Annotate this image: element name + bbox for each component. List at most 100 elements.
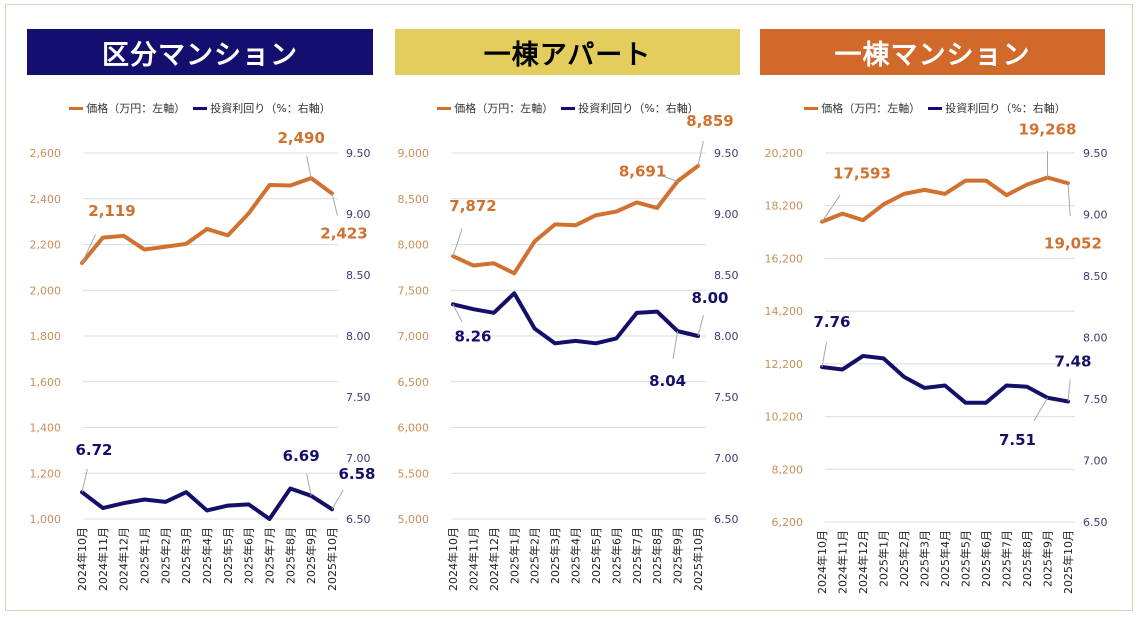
x-tick-label: 2024年12月	[117, 527, 131, 591]
right-tick-label: 7.00	[714, 452, 739, 465]
legend-price: 価格（万円：左軸）	[69, 100, 185, 116]
x-tick-label: 2025年5月	[221, 527, 235, 584]
x-tick-label: 2025年8月	[283, 527, 297, 584]
x-tick-label: 2025年7月	[1000, 530, 1014, 587]
data-label: 7,872	[449, 197, 496, 215]
x-tick-label: 2025年10月	[1061, 530, 1075, 594]
left-tick-label: 5,500	[398, 467, 430, 480]
x-tick-label: 2024年11月	[466, 527, 480, 591]
left-tick-label: 9,000	[398, 147, 430, 160]
data-label: 7.48	[1054, 352, 1091, 370]
left-tick-label: 2,000	[30, 284, 62, 297]
x-tick-label: 2025年3月	[179, 527, 193, 584]
x-tick-label: 2025年1月	[877, 530, 891, 587]
right-tick-label: 7.50	[346, 391, 371, 404]
legend-yield-label: 投資利回り（%：右軸）	[210, 102, 331, 115]
legend-yield-swatch	[928, 106, 943, 110]
left-tick-label: 6,500	[398, 376, 430, 389]
right-tick-label: 8.50	[714, 269, 739, 282]
right-tick-label: 7.50	[1083, 393, 1108, 406]
right-tick-label: 9.00	[714, 208, 739, 221]
left-tick-label: 2,400	[30, 193, 62, 206]
title-ittou-mansion: 一棟マンション	[760, 29, 1105, 75]
chart-legend: 価格（万円：左軸） 投資利回り（%：右軸）	[388, 100, 748, 116]
data-label: 6.58	[338, 465, 375, 483]
x-tick-label: 2025年3月	[918, 530, 932, 587]
chart-ittou-mansion: 価格（万円：左軸） 投資利回り（%：右軸） 6,200 8,200 10,200 12…	[755, 92, 1115, 607]
chart-legend: 価格（万円：左軸） 投資利回り（%：右軸）	[20, 100, 380, 116]
x-tick-label: 2025年4月	[938, 530, 952, 587]
legend-price-swatch	[69, 106, 84, 110]
data-label-leader	[81, 234, 96, 264]
data-label: 8.04	[649, 372, 686, 390]
x-tick-label: 2024年11月	[96, 527, 110, 591]
x-tick-label: 2025年6月	[242, 527, 256, 584]
x-tick-label: 2025年5月	[589, 527, 603, 584]
data-label-leader	[661, 175, 678, 182]
right-tick-label: 7.00	[1083, 455, 1108, 468]
data-label-leader	[672, 331, 679, 359]
data-label-leader	[331, 489, 344, 510]
data-label-leader	[1067, 379, 1071, 402]
legend-yield: 投資利回り（%：右軸）	[928, 100, 1066, 116]
legend-yield: 投資利回り（%：右軸）	[561, 100, 699, 116]
legend-yield-swatch	[561, 106, 576, 110]
x-tick-label: 2025年10月	[325, 527, 339, 591]
legend-yield-swatch	[193, 106, 208, 110]
left-tick-label: 8,500	[398, 193, 430, 206]
x-tick-label: 2025年4月	[569, 527, 583, 584]
right-tick-label: 9.00	[1083, 209, 1108, 222]
data-label-leader	[452, 228, 463, 257]
data-label-leader	[452, 304, 463, 323]
x-tick-label: 2025年9月	[671, 527, 685, 584]
title-kubun-mansion: 区分マンション	[27, 29, 373, 75]
left-tick-label: 20,200	[765, 147, 804, 160]
chart-legend: 価格（万円：左軸） 投資利回り（%：右軸）	[755, 100, 1115, 116]
data-label-leader	[1067, 183, 1071, 217]
data-label: 8,859	[686, 112, 733, 130]
chart-kubun-mansion: 価格（万円：左軸） 投資利回り（%：右軸） 1,000 1,200 1,400 1,6…	[20, 92, 380, 607]
x-tick-label: 2025年6月	[609, 527, 623, 584]
data-label: 2,423	[320, 224, 367, 242]
x-tick-label: 2025年10月	[691, 527, 705, 591]
left-tick-label: 16,200	[765, 252, 804, 265]
x-tick-label: 2025年4月	[200, 527, 214, 584]
data-label: 17,593	[833, 165, 891, 183]
data-label: 6.72	[75, 441, 112, 459]
x-tick-label: 2024年12月	[856, 530, 870, 594]
legend-price-label: 価格（万円：左軸）	[821, 102, 921, 115]
x-tick-label: 2025年7月	[630, 527, 644, 584]
data-label: 2,490	[277, 129, 324, 147]
legend-yield-label: 投資利回り（%：右軸）	[945, 102, 1066, 115]
x-tick-label: 2024年10月	[815, 530, 829, 594]
right-tick-label: 8.00	[1083, 332, 1108, 345]
chart-svg: 6,200 8,200 10,200 12,200 14,200 16,200 18,200…	[765, 121, 1108, 594]
data-label: 2,119	[88, 202, 135, 220]
x-tick-label: 2025年2月	[528, 527, 542, 584]
data-label: 8.26	[454, 327, 491, 345]
legend-yield-label: 投資利回り（%：右軸）	[578, 102, 699, 115]
legend-price-label: 価格（万円：左軸）	[454, 102, 554, 115]
slide-frame	[5, 4, 1133, 611]
right-tick-label: 8.50	[1083, 270, 1108, 283]
right-tick-label: 8.00	[346, 330, 371, 343]
x-tick-label: 2025年6月	[979, 530, 993, 587]
x-tick-label: 2025年8月	[650, 527, 664, 584]
data-label: 7.76	[813, 313, 850, 331]
x-tick-label: 2025年2月	[158, 527, 172, 584]
left-tick-label: 1,800	[30, 330, 62, 343]
data-label-leader	[331, 193, 338, 216]
data-label: 8.00	[691, 289, 728, 307]
left-tick-label: 7,000	[398, 330, 430, 343]
chart-svg: 1,000 1,200 1,400 1,600 1,800 2,000 2,200 2,400…	[30, 129, 376, 591]
x-tick-label: 2025年2月	[897, 530, 911, 587]
price-line	[820, 175, 1070, 224]
right-tick-label: 7.50	[714, 391, 739, 404]
right-tick-label: 7.00	[346, 452, 371, 465]
right-tick-label: 6.50	[1083, 516, 1108, 529]
x-tick-label: 2025年7月	[263, 527, 277, 584]
legend-price: 価格（万円：左軸）	[804, 100, 920, 116]
x-tick-label: 2025年3月	[548, 527, 562, 584]
x-tick-label: 2025年5月	[959, 530, 973, 587]
data-label-leader	[821, 342, 827, 368]
